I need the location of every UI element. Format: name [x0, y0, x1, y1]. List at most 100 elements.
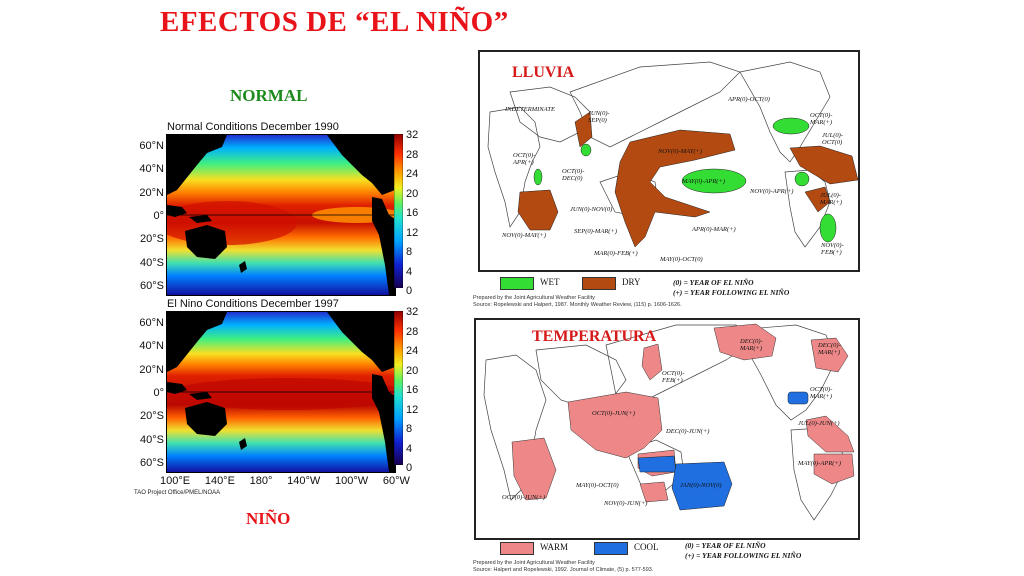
credit: TAO Project Office/PMEL/NOAA — [134, 490, 221, 496]
dry-regions — [517, 111, 858, 248]
lat-label: 60°N — [139, 140, 164, 152]
temp-annotation: MAY(0)-OCT(0) — [576, 482, 619, 489]
rain-source: Source: Ropelewski and Halpert, 1987. Mo… — [473, 302, 682, 308]
rain-annotation: NOV(0)-MAY(+) — [658, 148, 703, 155]
rain-annotation: INDETERMINATE — [505, 106, 555, 113]
temp-annotation: OCT(0)-JUN(+) — [592, 410, 636, 417]
nino-lat-labels: 60°N 40°N 20°N 0° 20°S 40°S 60°S — [134, 317, 164, 469]
rain-annotation: JUL(0)-MAR(+) — [820, 192, 843, 206]
lat-label: 60°S — [140, 456, 164, 469]
nino-colorbar — [393, 310, 404, 466]
normal-lat-labels: 60°N 40°N 20°N 0° 20°S 40°S 60°S — [134, 140, 164, 292]
temp-panel: TEMPERATURA DEC(0)-MAR(+) DEC(0)-MAR(+) … — [474, 318, 860, 540]
colorbar-tick: 20 — [406, 187, 419, 200]
nino-sst-map — [166, 311, 396, 473]
temp-annotation: DEC(0)-MAR(+) — [818, 342, 841, 356]
lat-label: 0° — [153, 209, 164, 222]
temp-annotation: OCT(0)-JUN(+) — [502, 494, 546, 501]
colorbar-tick: 32 — [406, 306, 419, 318]
rain-annotation: JUN(0)-NOV(0) — [570, 206, 613, 213]
normal-map-title: Normal Conditions December 1990 — [167, 121, 339, 133]
lat-label: 40°S — [140, 433, 164, 446]
rain-annotation: NOV(0)-MAY(+) — [502, 232, 547, 239]
lat-label: 40°N — [139, 340, 164, 353]
colorbar-tick: 0 — [406, 285, 413, 297]
normal-colorbar-ticks: 32 28 24 20 16 12 8 4 0 — [406, 129, 426, 297]
rain-world-map — [487, 61, 858, 248]
cool-regions — [637, 391, 809, 511]
nino-map-title: El Nino Conditions December 1997 — [167, 298, 339, 310]
warm-regions — [511, 323, 855, 503]
lat-label: 20°N — [139, 363, 164, 376]
temp-annotation: MAY(0)-APR(+) — [798, 460, 842, 467]
main-title: EFECTOS DE “EL NIÑO” — [160, 6, 509, 38]
normal-colorbar — [393, 133, 404, 289]
temp-prepared: Prepared by the Joint Agricultural Weath… — [473, 560, 595, 566]
rain-annotation: JUN(0)-SEP(0) — [588, 110, 610, 124]
warm-legend-label: WARM — [540, 542, 569, 552]
wet-legend-label: WET — [540, 277, 560, 287]
colorbar-tick: 0 — [406, 462, 413, 474]
rain-annotation: MAR(0)-FEB(+) — [594, 250, 638, 257]
lat-label: 40°N — [139, 163, 164, 176]
rain-panel: LLUVIA INDETERMINATE JUN(0)-SEP(0) APR(0… — [478, 50, 860, 272]
rain-annotation: APR(0)-MAR(+) — [692, 226, 736, 233]
rain-annotation: NOV(0)-FEB(+) — [821, 242, 844, 256]
rain-annotation: NOV(0)-APR(+) — [750, 188, 794, 195]
rain-prepared: Prepared by the Joint Agricultural Weath… — [473, 295, 595, 301]
temp-annotation: DEC(0)-MAR(+) — [740, 338, 763, 352]
lat-label: 60°N — [139, 317, 164, 329]
temp-note: (+) = YEAR FOLLOWING EL NIÑO — [685, 551, 802, 560]
lon-label: 60°W — [382, 475, 410, 487]
temp-annotation: JUL(0)-JUN(+) — [798, 420, 840, 427]
colorbar-tick: 12 — [406, 403, 419, 416]
colorbar-tick: 8 — [406, 423, 413, 435]
rain-annotation: MAY(0)-APR(+) — [682, 178, 726, 185]
temp-source: Source: Halpert and Ropelewski, 1992. Jo… — [473, 567, 654, 573]
lon-label: 100°W — [335, 475, 369, 487]
normal-sst-map — [166, 134, 396, 296]
colorbar-tick: 20 — [406, 364, 419, 377]
temp-note: (0) = YEAR OF EL NIÑO — [685, 541, 766, 550]
colorbar-tick: 24 — [406, 168, 419, 180]
lat-label: 20°N — [139, 186, 164, 199]
lat-label: 40°S — [140, 256, 164, 269]
lon-label: 140°W — [287, 475, 321, 487]
colorbar-tick: 12 — [406, 226, 419, 239]
dry-legend-swatch — [582, 277, 616, 290]
lon-labels: 100°E 140°E 180° 140°W 100°W 60°W — [160, 475, 410, 487]
colorbar-tick: 16 — [406, 384, 419, 396]
colorbar-tick: 4 — [406, 442, 413, 455]
cool-legend-label: COOL — [634, 542, 659, 552]
dry-legend-label: DRY — [622, 277, 641, 287]
temp-world-map — [483, 323, 855, 521]
colorbar-tick: 24 — [406, 345, 419, 357]
nino-label: NIÑO — [246, 509, 291, 528]
lon-label: 180° — [249, 475, 273, 487]
rain-note: (0) = YEAR OF EL NIÑO — [673, 278, 754, 287]
cool-legend-swatch — [594, 542, 628, 555]
rain-annotation: SEP(0)-MAR(+) — [574, 228, 618, 235]
temp-annotation: DEC(0)-JUN(+) — [666, 428, 710, 435]
colorbar-tick: 32 — [406, 129, 419, 141]
wet-legend-swatch — [500, 277, 534, 290]
lat-label: 20°S — [140, 410, 164, 423]
nino-colorbar-ticks: 32 28 24 20 16 12 8 4 0 — [406, 306, 426, 474]
lon-label: 140°E — [204, 475, 235, 487]
colorbar-tick: 16 — [406, 207, 419, 219]
temp-annotation: OCT(0)-FEB(+) — [662, 370, 685, 384]
warm-legend-swatch — [500, 542, 534, 555]
colorbar-tick: 4 — [406, 265, 413, 278]
temp-annotation: NOV(0)-JUN(+) — [604, 500, 648, 507]
temp-annotation: OCT(0)-MAR(+) — [810, 386, 833, 400]
colorbar-tick: 8 — [406, 246, 413, 258]
lat-label: 20°S — [140, 233, 164, 246]
lat-label: 60°S — [140, 279, 164, 292]
colorbar-tick: 28 — [406, 148, 419, 161]
lon-label: 100°E — [160, 475, 191, 487]
rain-annotation: OCT(0)-MAR(+) — [810, 112, 833, 126]
lat-label: 0° — [153, 386, 164, 399]
normal-label: NORMAL — [230, 86, 308, 105]
rain-annotation: OCT(0)-DEC(0) — [562, 168, 585, 182]
temp-annotation: JAN(0)-NOV(0) — [680, 482, 722, 489]
